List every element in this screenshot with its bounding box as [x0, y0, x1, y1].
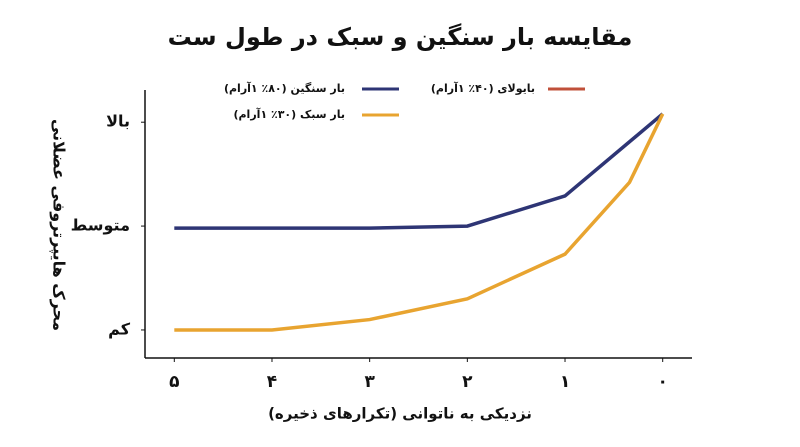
chart-title: مقایسه بار سنگین و سبک در طول ست: [168, 23, 633, 51]
x-tick-label: ۰: [658, 372, 668, 392]
y-axis-label: محرک هایپرتروفی عضلانی: [49, 119, 69, 331]
y-tick-label: متوسط: [71, 216, 130, 235]
x-tick-label: ۴: [267, 372, 277, 392]
y-tick-label: بالا: [106, 112, 130, 131]
legend-label: بار سنگین (۸۰٪ ۱آرام): [224, 81, 345, 95]
legend-label: بایولای (۴۰٪ ۱آرام): [431, 81, 535, 95]
x-tick-label: ۵: [169, 372, 179, 392]
x-tick-label: ۳: [364, 372, 375, 392]
data-line: [174, 112, 664, 230]
x-tick-label: ۱: [560, 372, 570, 392]
data-line: [174, 113, 665, 332]
y-tick-label: کم: [108, 319, 131, 338]
x-axis-label: نزدیکی به ناتوانی (تکرارهای ذخیره): [268, 405, 532, 423]
legend-label: بار سبک (۳۰٪ ۱آرام): [233, 107, 345, 121]
x-tick-label: ۲: [462, 372, 473, 392]
